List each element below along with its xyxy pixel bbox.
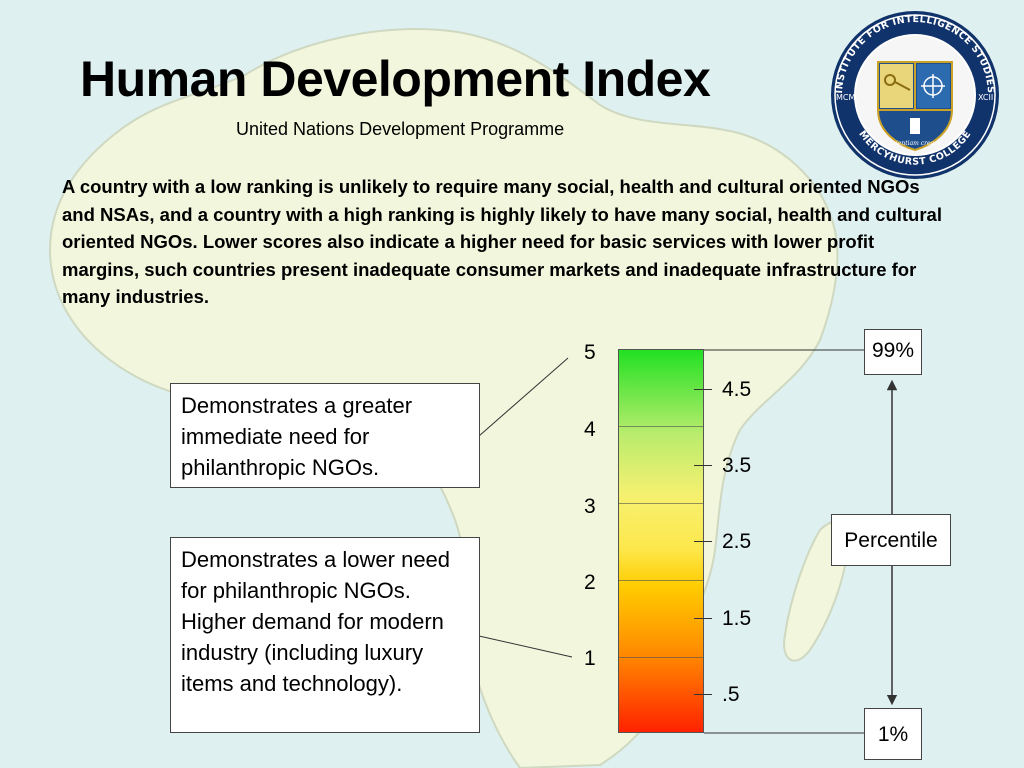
scale-label-1-5: 1.5	[722, 607, 752, 630]
scale-minor-tick	[694, 541, 712, 542]
page-title: Human Development Index	[80, 51, 711, 107]
scale-minor-tick	[694, 389, 712, 390]
institute-seal-icon: INSTITUTE FOR INTELLIGENCE STUDIES MERCY…	[831, 11, 999, 179]
lighthouse-icon	[910, 118, 920, 134]
description-paragraph: A country with a low ranking is unlikely…	[62, 176, 942, 307]
scale-label-3: 3	[584, 495, 596, 518]
percentile-top-box: 99%	[864, 329, 922, 375]
hdi-scale-bar	[618, 349, 704, 733]
percentile-label-box: Percentile	[831, 514, 951, 566]
scale-band-line	[619, 657, 703, 658]
high-note-connector	[478, 357, 569, 437]
page-subtitle: United Nations Development Programme	[236, 119, 565, 139]
note-low-need: Demonstrates a lower need for philanthro…	[170, 537, 480, 733]
scale-label-4: 4	[584, 418, 596, 441]
scale-label-0-5: .5	[722, 683, 740, 706]
scale-minor-tick	[694, 694, 712, 695]
scale-label-2: 2	[584, 571, 596, 594]
low-note-connector	[478, 635, 573, 658]
scale-label-4-5: 4.5	[722, 378, 752, 401]
seal-left-mark: MCM	[836, 93, 855, 102]
seal-motto: scientiam creare	[889, 140, 941, 147]
note-high-need: Demonstrates a greater immediate need fo…	[170, 383, 480, 488]
scale-label-5: 5	[584, 341, 596, 364]
key-icon	[884, 74, 896, 86]
scale-band-line	[619, 503, 703, 504]
scale-label-3-5: 3.5	[722, 454, 752, 477]
scale-band-line	[619, 426, 703, 427]
scale-label-1: 1	[584, 647, 596, 670]
percentile-bottom-box: 1%	[864, 708, 922, 760]
scale-minor-tick	[694, 618, 712, 619]
scale-band-line	[619, 580, 703, 581]
scale-label-2-5: 2.5	[722, 530, 752, 553]
scale-minor-tick	[694, 465, 712, 466]
seal-right-mark: XCII	[978, 93, 993, 102]
